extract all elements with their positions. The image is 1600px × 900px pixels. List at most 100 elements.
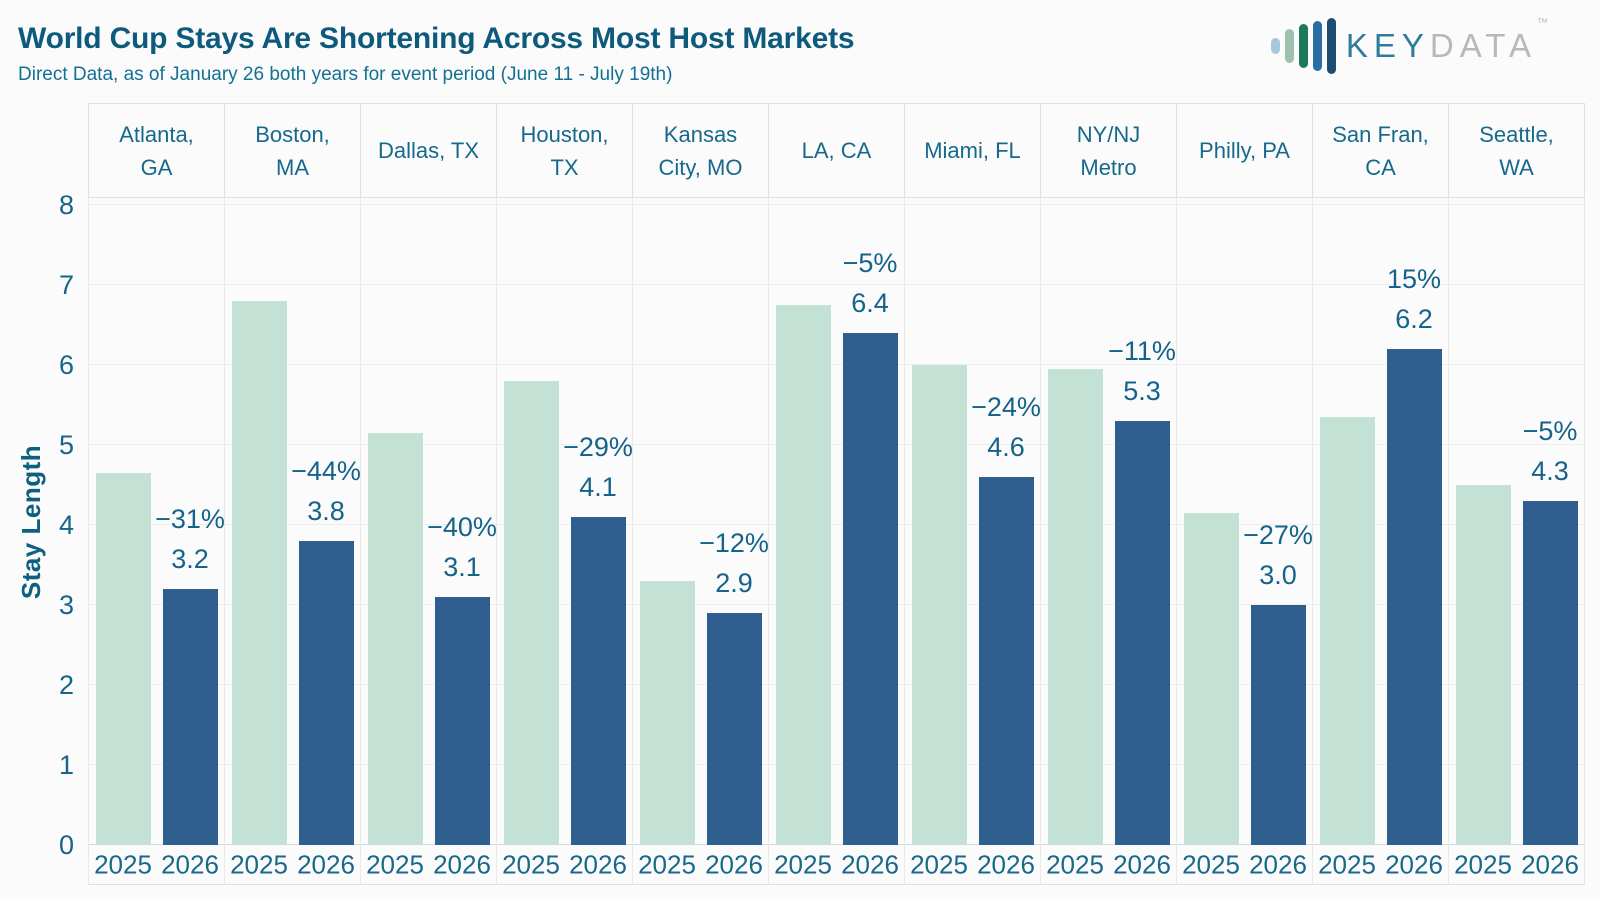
city-header-8: Philly, PA: [1176, 104, 1312, 197]
pct-change-label: −11%: [1108, 336, 1176, 366]
x-tick-cell-5: 2025 2026: [768, 845, 904, 884]
x-tick-2025: 2025: [910, 849, 968, 879]
x-tick-2026: 2026: [1113, 849, 1171, 879]
bar-value-label-10: −5% 4.3: [1523, 411, 1578, 491]
city-header-line: LA, CA: [801, 138, 872, 163]
gridline-2: [88, 684, 1585, 685]
x-tick-cell-1: 2025 2026: [224, 845, 360, 884]
bar-value-label-1: −44% 3.8: [291, 451, 361, 531]
x-tick-cell-0: 2025 2026: [88, 845, 224, 884]
bar-group-8: −27% 3.0: [1176, 198, 1313, 845]
city-header-line: WA: [1499, 154, 1534, 180]
y-tick-label-3: 3: [58, 590, 74, 620]
value-label: 3.8: [307, 496, 345, 526]
gridline-8: [88, 204, 1585, 205]
x-tick-cell-3: 2025 2026: [496, 845, 632, 884]
gridline-7: [88, 284, 1585, 285]
x-tick-cell-2: 2025 2026: [360, 845, 496, 884]
city-header-line: Metro: [1080, 154, 1137, 180]
city-header-7: NY/NJ Metro: [1040, 104, 1176, 197]
bar-value-label-6: −24% 4.6: [971, 387, 1041, 467]
city-header-line: CA: [1365, 154, 1396, 180]
bar-2026-2: [435, 597, 490, 845]
logo-bar-2: [1284, 29, 1294, 63]
bar-value-label-4: −12% 2.9: [699, 523, 769, 603]
city-header-9: San Fran, CA: [1312, 104, 1448, 197]
bar-value-label-9: 15% 6.2: [1387, 259, 1441, 339]
bar-2025-4: [640, 581, 695, 845]
bar-value-label-8: −27% 3.0: [1243, 515, 1313, 595]
logo-bar-4: [1312, 21, 1322, 71]
bar-2026-3: [571, 517, 626, 845]
logo-bar-5: [1326, 18, 1336, 74]
bar-group-6: −24% 4.6: [904, 198, 1041, 845]
y-tick-label-7: 7: [58, 270, 74, 300]
logo-wordmark: KEYDATA™: [1346, 17, 1548, 65]
x-tick-cell-9: 2025 2026: [1312, 845, 1448, 884]
value-label: 3.0: [1259, 560, 1297, 590]
logo-text-data: DATA: [1429, 27, 1537, 64]
value-label: 4.1: [579, 472, 617, 502]
x-tick-cell-8: 2025 2026: [1176, 845, 1312, 884]
bar-2026-8: [1251, 605, 1306, 845]
city-header-line: GA: [140, 154, 173, 180]
bar-2025-8: [1184, 513, 1239, 845]
bar-value-label-3: −29% 4.1: [563, 427, 633, 507]
city-header-6: Miami, FL: [904, 104, 1040, 197]
plot-area: 0 1 2 3 4 5 6 7 8 Stay Length −31% 3.2 −44% 3.8 −40%…: [16, 190, 1585, 860]
x-tick-2026: 2026: [1249, 849, 1307, 879]
gridline-3: [88, 604, 1585, 605]
pct-change-label: −44%: [291, 456, 361, 486]
bar-group-7: −11% 5.3: [1040, 198, 1176, 845]
pct-change-label: −31%: [155, 504, 225, 534]
bar-group-3: −29% 4.1: [496, 198, 633, 845]
city-header-line: Dallas, TX: [377, 138, 480, 163]
y-tick-label-0: 0: [58, 830, 74, 860]
pct-change-label: −24%: [971, 392, 1041, 422]
value-label: 6.2: [1395, 304, 1433, 334]
gridline-6: [88, 364, 1585, 365]
gridline-1: [88, 764, 1585, 765]
x-tick-2026: 2026: [569, 849, 627, 879]
city-header-5: LA, CA: [768, 104, 904, 197]
y-tick-label-5: 5: [58, 430, 74, 460]
x-tick-cell-10: 2025 2026: [1448, 845, 1585, 884]
page-subtitle: Direct Data, as of January 26 both years…: [18, 64, 673, 85]
keydata-logo: KEYDATA™: [1270, 17, 1548, 74]
bar-2026-4: [707, 613, 762, 845]
bar-group-9: 15% 6.2: [1312, 198, 1448, 845]
bar-2026-7: [1115, 421, 1170, 845]
city-header-line: City, MO: [658, 154, 743, 180]
bar-2025-10: [1456, 485, 1511, 845]
logo-trademark: ™: [1537, 17, 1548, 29]
logo-bar-3: [1298, 24, 1308, 68]
bar-2025-0: [96, 473, 151, 845]
city-header-1: Boston, MA: [224, 104, 360, 197]
x-tick-2026: 2026: [297, 849, 355, 879]
city-header-line: Miami, FL: [924, 138, 1021, 163]
bar-group-5: −5% 6.4: [768, 198, 904, 845]
bar-2026-9: [1387, 349, 1442, 845]
y-tick-label-1: 1: [58, 750, 74, 780]
page-title: World Cup Stays Are Shortening Across Mo…: [18, 22, 855, 55]
bar-2026-1: [299, 541, 354, 845]
x-tick-2025: 2025: [774, 849, 832, 879]
x-tick-2025: 2025: [502, 849, 560, 879]
pct-change-label: −12%: [699, 528, 769, 558]
x-tick-2025: 2025: [230, 849, 288, 879]
bar-group-1: −44% 3.8: [224, 198, 361, 845]
value-label: 4.3: [1531, 456, 1569, 486]
y-axis-title: Stay Length: [16, 444, 46, 599]
city-header-line: Boston,: [255, 121, 330, 147]
bar-2026-0: [163, 589, 218, 845]
x-tick-2025: 2025: [94, 849, 152, 879]
bar-2025-1: [232, 301, 287, 845]
bar-value-label-5: −5% 6.4: [843, 243, 898, 323]
city-header-line: MA: [276, 154, 309, 180]
city-header-10: Seattle, WA: [1448, 104, 1585, 197]
x-tick-2026: 2026: [433, 849, 491, 879]
x-tick-2025: 2025: [1454, 849, 1512, 879]
x-tick-2025: 2025: [1182, 849, 1240, 879]
bar-chart-logo-icon: [1270, 18, 1336, 74]
bar-value-label-2: −40% 3.1: [427, 507, 497, 587]
